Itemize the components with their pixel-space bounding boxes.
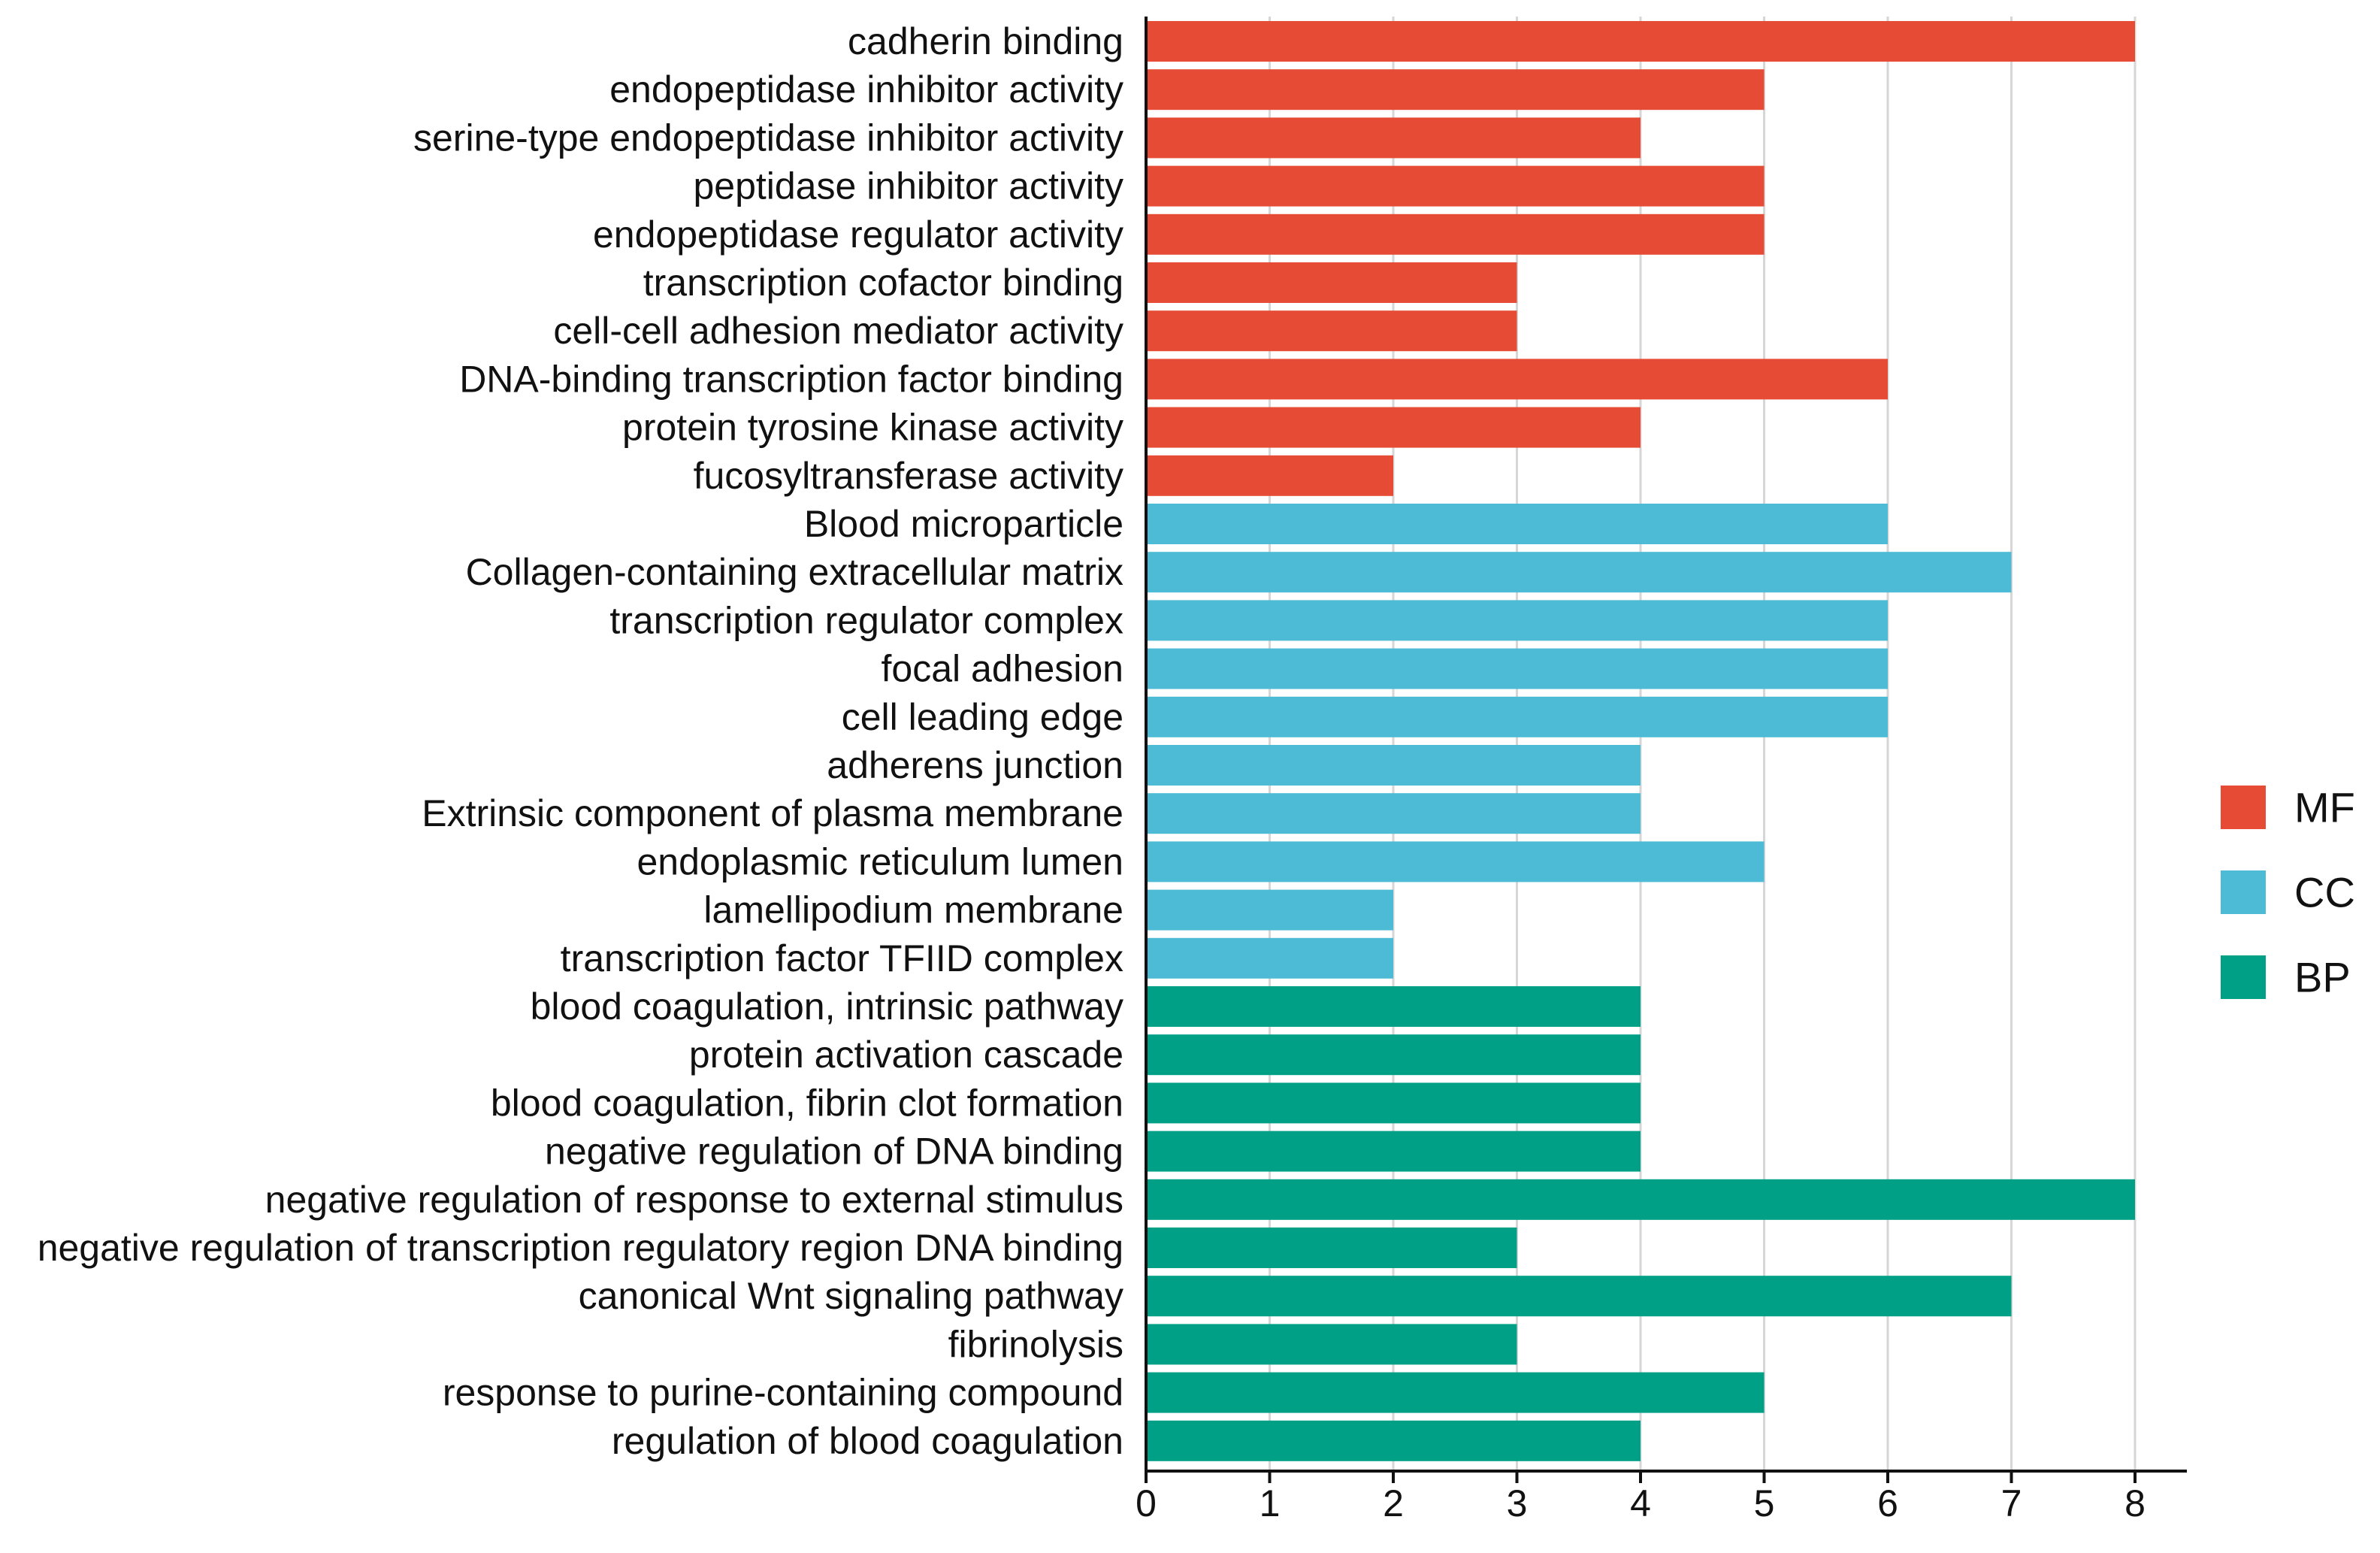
category-label: serine-type endopeptidase inhibitor acti… [413, 117, 1123, 159]
x-tick-label: 0 [1136, 1482, 1157, 1524]
legend-label-mf: MF [2294, 784, 2355, 831]
bar-22 [1146, 1082, 1641, 1124]
x-tick-label: 4 [1630, 1482, 1651, 1524]
x-tick-label: 5 [1754, 1482, 1775, 1524]
legend: MF CC BP [2221, 784, 2355, 1001]
bar-10 [1146, 504, 1888, 544]
bar-11 [1146, 552, 2012, 593]
bar-19 [1146, 937, 1393, 979]
legend-label-cc: CC [2294, 869, 2355, 916]
legend-swatch-mf [2221, 786, 2266, 829]
x-tick-label: 1 [1260, 1482, 1281, 1524]
bar-24 [1146, 1179, 2135, 1220]
category-label: DNA-binding transcription factor binding [459, 358, 1123, 400]
bar-21 [1146, 1034, 1641, 1076]
category-label: negative regulation of transcription reg… [38, 1227, 1123, 1269]
bar-14 [1146, 696, 1888, 737]
x-tick-label: 6 [1877, 1482, 1898, 1524]
bar-27 [1146, 1324, 1517, 1365]
bar-2 [1146, 117, 1641, 159]
bar-8 [1146, 407, 1641, 448]
category-label: negative regulation of DNA binding [545, 1131, 1123, 1173]
category-label: fucosyltransferase activity [694, 455, 1123, 497]
category-label: cell leading edge [842, 696, 1123, 738]
bar-18 [1146, 889, 1393, 931]
bar-6 [1146, 310, 1517, 352]
category-label: adherens junction [827, 744, 1123, 786]
bar-20 [1146, 986, 1641, 1027]
bar-16 [1146, 793, 1641, 834]
category-label: response to purine-containing compound [443, 1372, 1123, 1414]
bar-12 [1146, 600, 1888, 641]
category-label: endoplasmic reticulum lumen [637, 840, 1123, 882]
legend-swatch-cc [2221, 870, 2266, 914]
category-label: focal adhesion [882, 648, 1123, 690]
bar-25 [1146, 1228, 1517, 1268]
legend-label-bp: BP [2294, 954, 2351, 1001]
category-label: canonical Wnt signaling pathway [579, 1275, 1123, 1317]
gridlines [1269, 17, 2137, 1471]
category-label: cadherin binding [848, 20, 1123, 62]
bar-4 [1146, 213, 1765, 255]
bar-23 [1146, 1131, 1641, 1172]
category-label: peptidase inhibitor activity [693, 165, 1123, 207]
bar-9 [1146, 455, 1393, 496]
bar-0 [1146, 21, 2135, 62]
category-label: endopeptidase regulator activity [593, 213, 1123, 256]
category-label: fibrinolysis [948, 1323, 1123, 1365]
bar-28 [1146, 1372, 1765, 1413]
category-label: regulation of blood coagulation [612, 1420, 1123, 1462]
bar-17 [1146, 841, 1765, 882]
bar-7 [1146, 359, 1888, 400]
category-label: blood coagulation, fibrin clot formation [491, 1082, 1123, 1124]
category-label: negative regulation of response to exter… [265, 1179, 1123, 1221]
category-label: Extrinsic component of plasma membrane [422, 792, 1123, 834]
x-tick-label: 8 [2124, 1482, 2146, 1524]
bar-13 [1146, 648, 1888, 689]
bar-1 [1146, 69, 1765, 110]
category-label: Collagen-containing extracellular matrix [466, 551, 1123, 593]
category-label: blood coagulation, intrinsic pathway [531, 985, 1123, 1028]
bar-3 [1146, 165, 1765, 207]
bar-29 [1146, 1420, 1641, 1461]
category-label: transcription regulator complex [609, 599, 1123, 641]
category-label: lamellipodium membrane [703, 889, 1123, 931]
x-tick-label: 2 [1383, 1482, 1404, 1524]
legend-swatch-bp [2221, 955, 2266, 999]
category-label: cell-cell adhesion mediator activity [553, 310, 1123, 352]
x-tick-label: 7 [2001, 1482, 2022, 1524]
category-label: protein tyrosine kinase activity [622, 407, 1123, 449]
bar-5 [1146, 262, 1517, 303]
x-tick-label: 3 [1507, 1482, 1528, 1524]
category-label: endopeptidase inhibitor activity [609, 68, 1123, 110]
axes: 0 1 2 3 4 5 6 7 8 [1136, 17, 2187, 1524]
bars [1146, 21, 2135, 1461]
category-label: protein activation cascade [689, 1034, 1123, 1076]
bar-26 [1146, 1276, 2012, 1317]
category-labels: cadherin binding endopeptidase inhibitor … [38, 20, 1123, 1462]
category-label: transcription cofactor binding [643, 262, 1123, 304]
bar-15 [1146, 745, 1641, 786]
category-label: Blood microparticle [804, 503, 1123, 545]
category-label: transcription factor TFIID complex [561, 937, 1123, 979]
